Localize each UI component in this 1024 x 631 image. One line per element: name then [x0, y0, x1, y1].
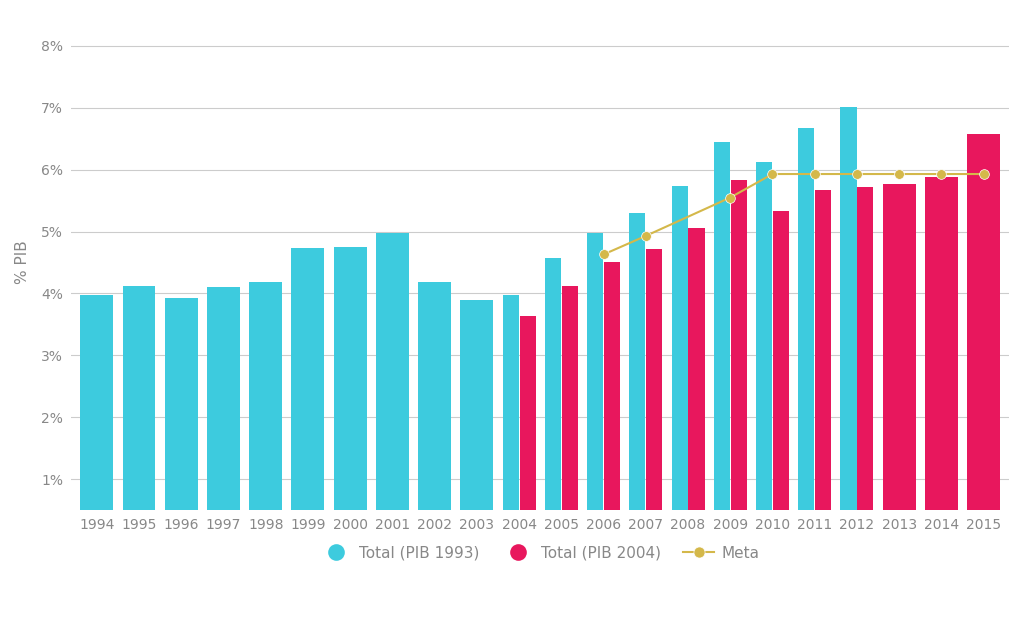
Bar: [688, 228, 705, 541]
Bar: [714, 142, 730, 541]
Bar: [249, 282, 283, 541]
Bar: [80, 295, 114, 541]
Bar: [646, 249, 663, 541]
Bar: [883, 184, 915, 541]
Bar: [461, 300, 494, 541]
Bar: [562, 286, 578, 541]
Bar: [925, 177, 957, 541]
Bar: [292, 248, 325, 541]
Bar: [123, 286, 156, 541]
Bar: [857, 187, 873, 541]
Bar: [587, 233, 603, 541]
Bar: [756, 162, 772, 541]
Bar: [841, 107, 856, 541]
Bar: [418, 282, 452, 541]
Bar: [165, 298, 198, 541]
Bar: [815, 190, 831, 541]
Bar: [604, 262, 621, 541]
Bar: [672, 186, 687, 541]
Bar: [207, 287, 240, 541]
Y-axis label: % PIB: % PIB: [15, 240, 30, 285]
Bar: [376, 233, 409, 541]
Bar: [630, 213, 645, 541]
Bar: [773, 211, 788, 541]
Legend: Total (PIB 1993), Total (PIB 2004), Meta: Total (PIB 1993), Total (PIB 2004), Meta: [314, 540, 766, 567]
Bar: [968, 134, 1000, 541]
Bar: [503, 295, 519, 541]
Bar: [519, 316, 536, 541]
Bar: [334, 247, 367, 541]
Bar: [731, 180, 746, 541]
Bar: [799, 127, 814, 541]
Bar: [545, 257, 561, 541]
